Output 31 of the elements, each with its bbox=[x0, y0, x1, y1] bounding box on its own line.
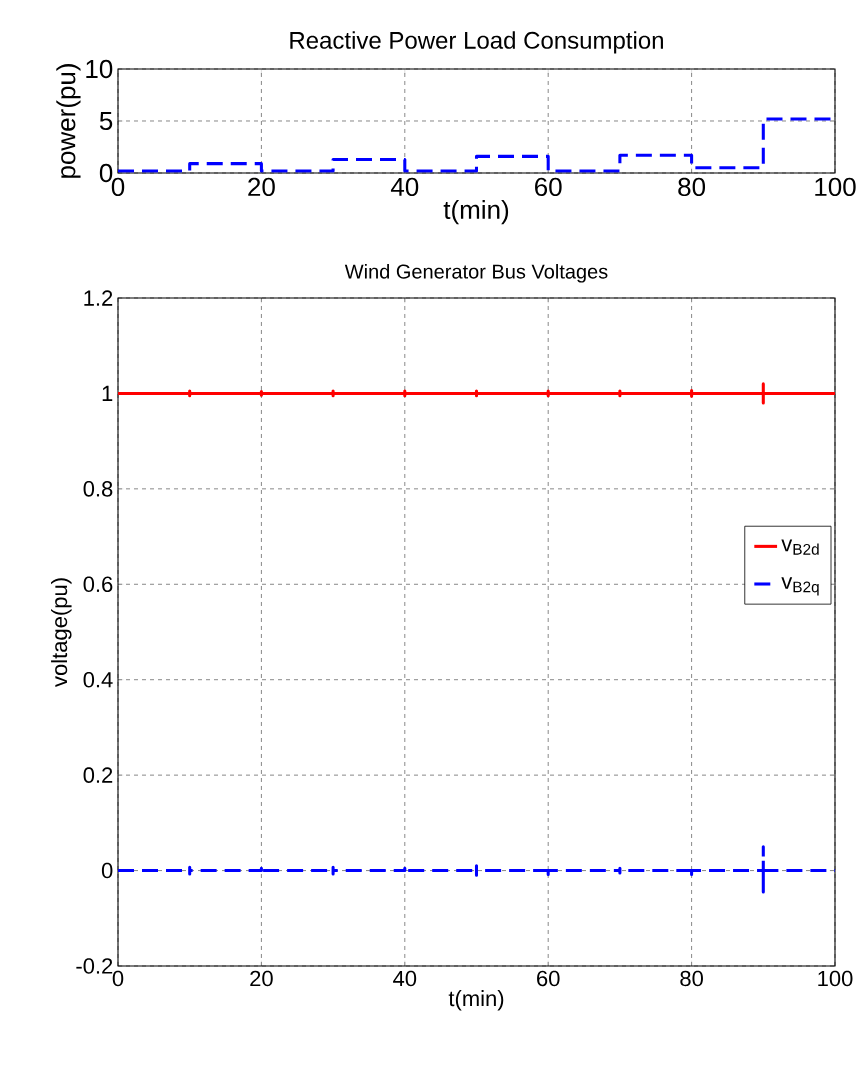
x-tick-label: 60 bbox=[535, 177, 562, 197]
y-tick-label: 0.8 bbox=[83, 481, 113, 497]
legend-label: v$_{B2d}$ bbox=[781, 539, 819, 555]
x-tick-label: 40 bbox=[393, 970, 417, 987]
line-series bbox=[118, 382, 835, 405]
x-tick-label: 80 bbox=[680, 970, 703, 987]
x-tick-label: 40 bbox=[390, 177, 419, 197]
x-tick-label: 100 bbox=[818, 970, 853, 987]
y-tick-label: 0 bbox=[99, 163, 113, 183]
x-tick-label: 20 bbox=[250, 970, 273, 987]
y-tick-label: -0.2 bbox=[76, 958, 113, 974]
y-axis-title: voltage(pu) bbox=[51, 578, 72, 687]
x-axis-title: t(min) bbox=[443, 199, 509, 225]
y-tick-label: 10 bbox=[86, 59, 113, 79]
y-tick-label: 0 bbox=[101, 862, 113, 879]
chart-title: Wind Generator Bus Voltages bbox=[344, 263, 608, 283]
chart-title: Reactive Power Load Consumption bbox=[290, 31, 663, 54]
y-tick-label: 1 bbox=[102, 385, 113, 401]
y-axis-title: power(pu) bbox=[56, 64, 81, 178]
x-tick-label: 100 bbox=[815, 177, 856, 197]
y-tick-label: 5 bbox=[99, 111, 113, 131]
x-axis-title: t(min) bbox=[448, 990, 504, 1011]
x-tick-label: 20 bbox=[248, 177, 275, 197]
y-tick-label: 0.4 bbox=[83, 671, 113, 688]
y-tick-label: 0.2 bbox=[83, 767, 113, 783]
x-tick-label: 60 bbox=[537, 970, 560, 987]
y-tick-label: 1.2 bbox=[84, 290, 113, 306]
x-tick-label: 80 bbox=[678, 177, 706, 197]
legend-label: v$_{B2q}$ bbox=[781, 577, 819, 596]
y-tick-label: 0.6 bbox=[83, 576, 113, 593]
x-tick-label: 0 bbox=[112, 970, 124, 987]
